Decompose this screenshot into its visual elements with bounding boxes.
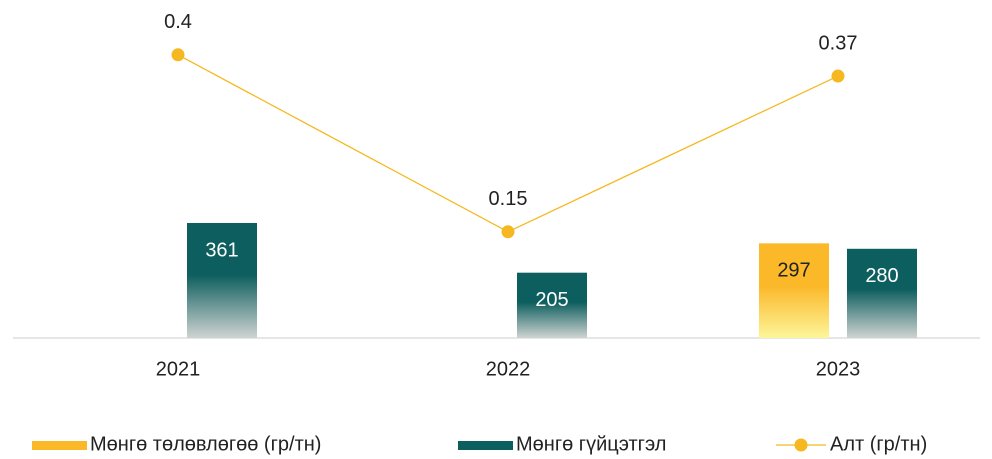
- bar-value-label: 361: [205, 239, 238, 261]
- bar-value-label: 297: [777, 260, 810, 282]
- legend-label: Мөнгө гүйцэтгэл: [516, 433, 666, 455]
- legend-swatch: [794, 438, 808, 452]
- legend-swatch: [458, 441, 513, 450]
- line-point: [501, 225, 515, 239]
- legend-label: Алт (гр/тн): [830, 433, 927, 455]
- bar: [759, 243, 829, 338]
- bar: [847, 248, 917, 338]
- line-value-label: 0.4: [164, 11, 192, 33]
- x-tick-label: 2022: [486, 358, 531, 380]
- bar: [517, 272, 587, 338]
- bar-value-label: 280: [865, 265, 898, 287]
- line-point: [831, 69, 845, 83]
- line-point: [171, 48, 185, 62]
- line-value-label: 0.15: [489, 188, 528, 210]
- x-tick-label: 2021: [156, 358, 201, 380]
- legend-label: Мөнгө төлөвлөгөө (гр/тн): [90, 433, 321, 455]
- legend-swatch: [32, 441, 87, 450]
- line-value-label: 0.37: [819, 32, 858, 54]
- bar-value-label: 205: [535, 289, 568, 311]
- x-tick-label: 2023: [816, 358, 861, 380]
- bar: [187, 222, 257, 338]
